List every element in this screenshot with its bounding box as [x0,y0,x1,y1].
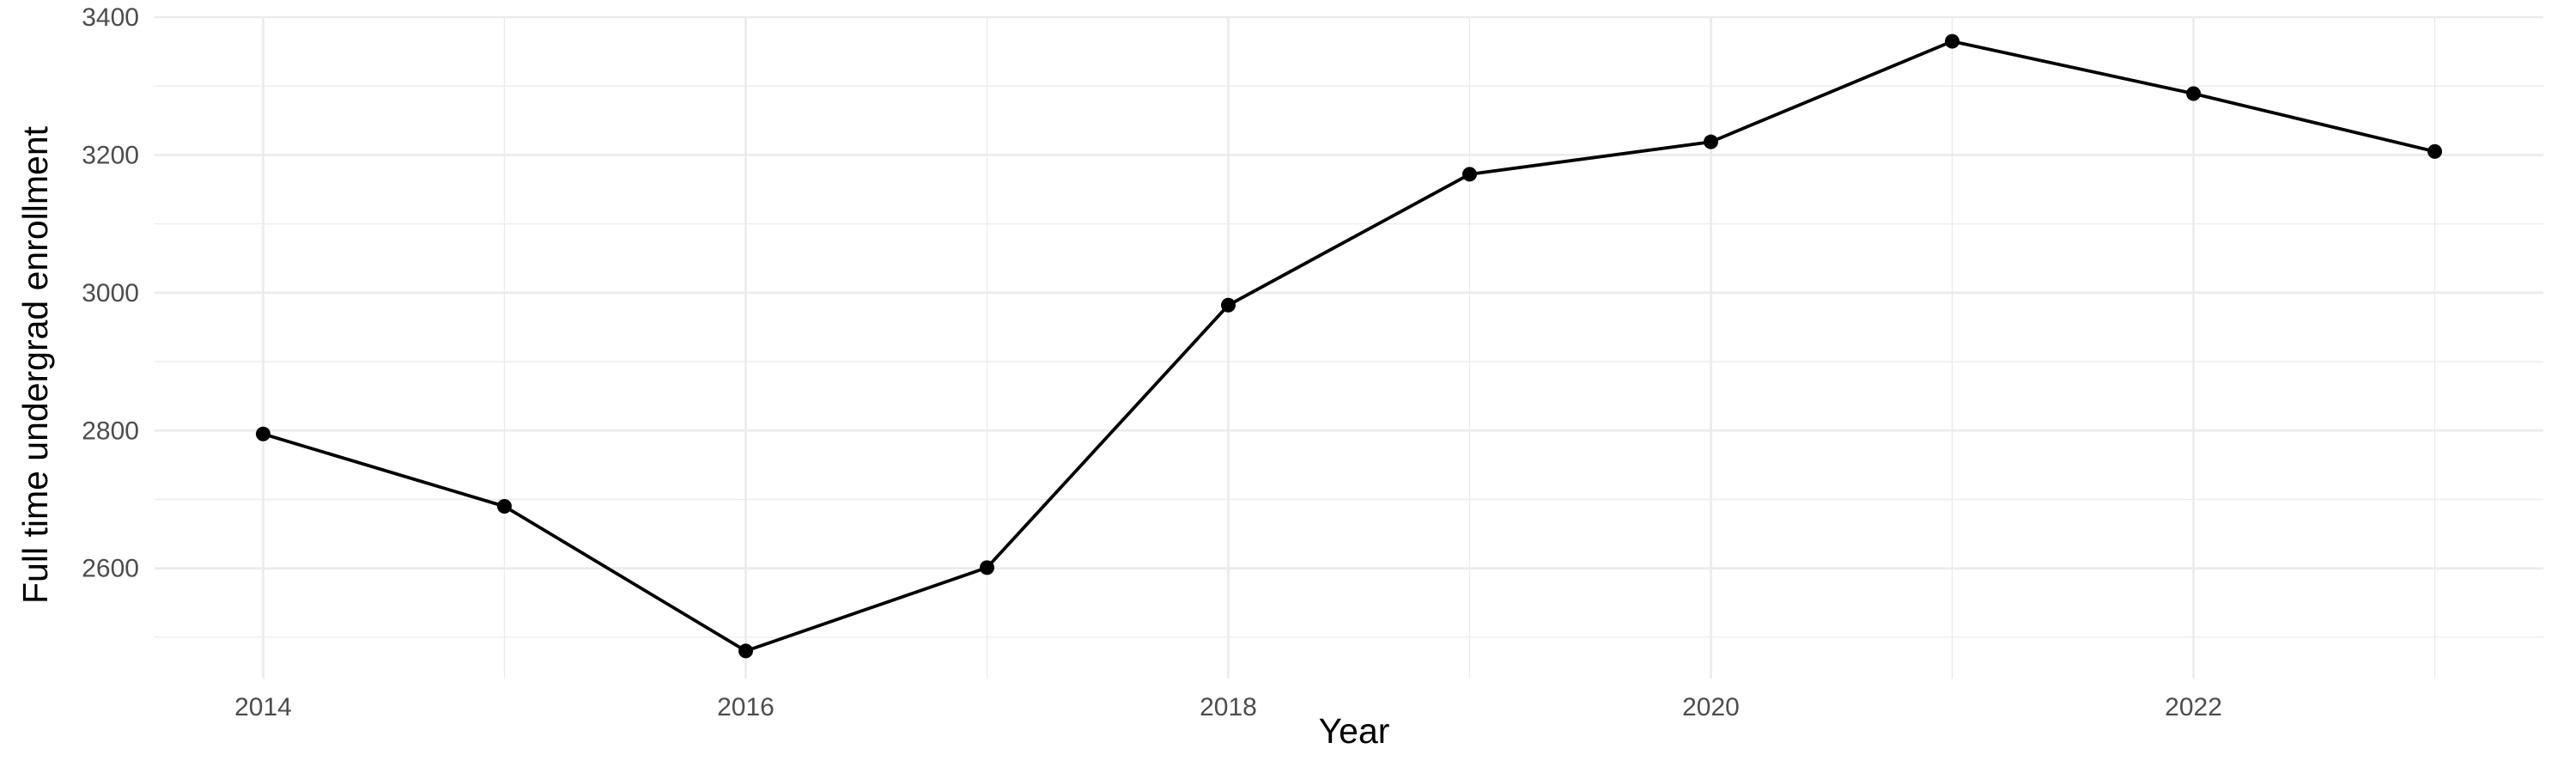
data-point [979,560,994,575]
series-line [262,40,2435,653]
data-point [1945,33,1960,49]
data-point [2186,86,2202,101]
data-points [255,33,2443,659]
y-tick-labels: 2600 2800 3000 3200 3400 [82,3,139,583]
grid [155,15,2543,679]
data-point [738,643,753,659]
data-point [1462,167,1478,182]
data-point [1704,134,1719,149]
x-tick-label: 2016 [717,693,775,721]
data-point [2427,143,2443,159]
y-tick-label: 2800 [82,417,139,445]
x-tick-label: 2014 [234,693,292,721]
y-tick-label: 3200 [82,141,139,169]
y-tick-label: 3400 [82,3,139,32]
series-layer [262,40,2435,653]
x-tick-label: 2022 [2165,693,2222,721]
x-tick-labels: 2014 2016 2018 2020 2022 [234,693,2222,721]
data-point [496,498,512,514]
x-tick-label: 2018 [1200,693,1257,721]
x-tick-label: 2020 [1682,693,1740,721]
y-tick-label: 3000 [82,279,139,307]
data-point [255,426,270,441]
y-axis-title: Full time undergrad enrollment [15,125,55,604]
y-tick-label: 2600 [82,555,139,583]
x-axis-title: Year [1319,711,1390,751]
data-point [1220,297,1236,313]
